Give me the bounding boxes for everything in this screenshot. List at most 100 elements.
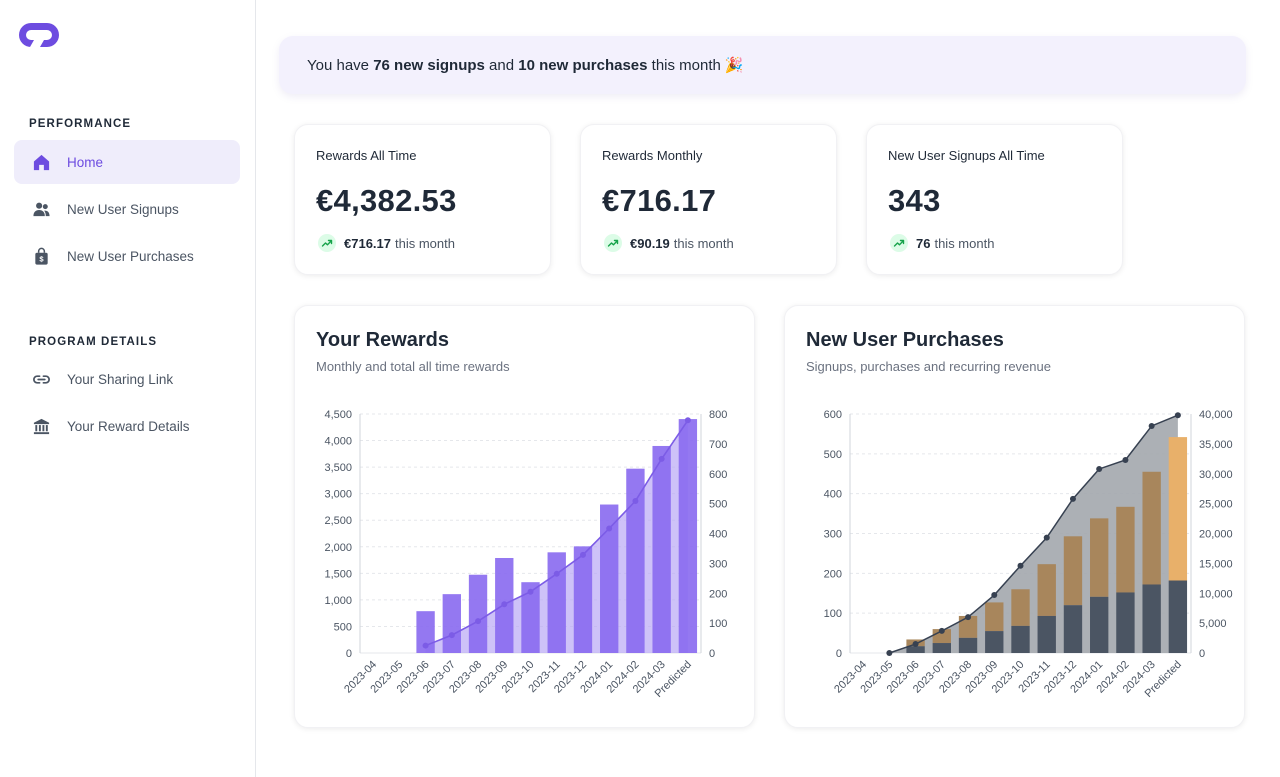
purchases-bar — [1063, 605, 1083, 653]
y-tick-label-left: 500 — [824, 449, 842, 461]
banner-signups: 76 new signups — [373, 56, 485, 74]
banner-prefix: You have — [307, 56, 374, 74]
monthly-reward-bar — [521, 582, 540, 653]
y-tick-label-left: 100 — [824, 608, 842, 620]
purchases-bar — [1168, 580, 1188, 653]
recurring-revenue-point — [938, 627, 945, 634]
total-rewards-point — [579, 551, 586, 558]
y-tick-label-right: 25,000 — [1199, 499, 1233, 511]
purchases-chart-card: New User Purchases Signups, purchases an… — [784, 305, 1245, 728]
sidebar-item-sharing-link[interactable]: Your Sharing Link — [14, 357, 240, 401]
trending-up-icon — [318, 234, 336, 252]
signups-bar — [1090, 518, 1109, 597]
sidebar-item-label: Home — [67, 154, 104, 170]
welcome-banner: You have 76 new signups and 10 new purch… — [279, 36, 1246, 94]
y-tick-label-left: 0 — [346, 648, 352, 660]
recurring-revenue-point — [1043, 534, 1050, 541]
rewards-chart-card: Your Rewards Monthly and total all time … — [294, 305, 755, 728]
y-tick-label-right: 700 — [709, 439, 727, 451]
recurring-revenue-point — [1096, 465, 1103, 472]
total-rewards-point — [501, 601, 508, 608]
home-icon — [31, 152, 51, 172]
purchases-bar — [1116, 592, 1135, 653]
purchases-bar — [906, 646, 925, 653]
chart-subtitle: Monthly and total all time rewards — [316, 359, 510, 374]
y-tick-label-right: 20,000 — [1199, 529, 1233, 541]
users-icon — [31, 199, 51, 219]
y-tick-label-right: 40,000 — [1199, 409, 1233, 421]
stat-value: 343 — [888, 183, 941, 218]
stat-delta-period: this month — [395, 235, 455, 251]
recurring-revenue-point — [1069, 495, 1076, 502]
sidebar-item-new-user-signups[interactable]: New User Signups — [14, 187, 240, 231]
bank-icon — [31, 416, 51, 436]
recurring-revenue-point — [1017, 562, 1024, 569]
sidebar-item-reward-details[interactable]: Your Reward Details — [14, 404, 240, 448]
y-tick-label-right: 500 — [709, 499, 727, 511]
recurring-revenue-area — [889, 415, 1178, 653]
recurring-revenue-point — [965, 614, 972, 621]
total-rewards-point — [527, 588, 534, 595]
y-tick-label-right: 35,000 — [1199, 439, 1233, 451]
stat-delta-period: this month — [934, 235, 995, 251]
chart-title: New User Purchases — [806, 329, 1004, 351]
purchases-bar — [1142, 584, 1161, 653]
section-title-performance: PERFORMANCE — [29, 118, 132, 130]
y-tick-label-right: 5,000 — [1199, 618, 1227, 630]
stat-card-rewards-all-time: Rewards All Time €4,382.53 €716.17 this … — [294, 124, 551, 275]
y-tick-label-left: 1,500 — [324, 568, 352, 580]
stat-delta: €90.19 this month — [604, 234, 734, 252]
y-tick-label-right: 300 — [709, 558, 727, 570]
app-logo[interactable] — [18, 20, 60, 50]
recurring-revenue-point — [991, 592, 998, 599]
y-tick-label-left: 2,000 — [324, 542, 352, 554]
y-tick-label-left: 600 — [824, 409, 842, 421]
signups-bar — [1168, 437, 1188, 581]
total-rewards-area — [425, 420, 688, 653]
total-rewards-point — [684, 417, 691, 424]
monthly-reward-bar — [678, 419, 698, 653]
link-icon — [31, 369, 51, 389]
monthly-reward-bar — [652, 445, 671, 653]
logo-icon — [19, 23, 59, 47]
stat-label: New User Signups All Time — [888, 148, 1045, 163]
trending-up-icon — [604, 234, 622, 252]
recurring-revenue-point — [1148, 422, 1155, 429]
y-tick-label-left: 400 — [824, 489, 842, 501]
sidebar-item-label: Your Reward Details — [67, 418, 190, 434]
monthly-reward-bar — [468, 574, 488, 653]
stat-delta: €716.17 this month — [318, 234, 455, 252]
section-title-program-details: PROGRAM DETAILS — [29, 336, 158, 348]
signups-bar — [1037, 564, 1056, 616]
y-tick-label-right: 600 — [709, 469, 727, 481]
sidebar-item-home[interactable]: Home — [14, 140, 240, 184]
y-tick-label-right: 10,000 — [1199, 588, 1233, 600]
banner-middle: and — [484, 56, 519, 74]
y-tick-label-right: 15,000 — [1199, 558, 1233, 570]
y-tick-label-right: 30,000 — [1199, 469, 1233, 481]
signups-bar — [958, 615, 978, 638]
total-rewards-point — [606, 525, 613, 532]
stat-delta-value: €716.17 — [344, 235, 391, 251]
y-tick-label-right: 800 — [709, 409, 727, 421]
y-tick-label-left: 500 — [334, 621, 352, 633]
y-tick-label-right: 200 — [709, 588, 727, 600]
total-rewards-point — [658, 455, 665, 462]
stat-delta-value: 76 — [916, 235, 931, 251]
purchases-bar — [958, 637, 978, 653]
stat-delta-period: this month — [673, 235, 734, 251]
stat-label: Rewards Monthly — [602, 148, 703, 163]
recurring-revenue-line — [889, 414, 1179, 654]
y-tick-label-right: 0 — [1199, 648, 1205, 660]
y-tick-label-left: 2,500 — [324, 515, 352, 527]
stat-card-new-user-signups: New User Signups All Time 343 76 this mo… — [866, 124, 1123, 275]
svg-text:$: $ — [39, 254, 44, 263]
sidebar-item-new-user-purchases[interactable]: $ New User Purchases — [14, 234, 240, 278]
purchases-bar — [1011, 625, 1030, 653]
total-rewards-point — [448, 632, 455, 639]
stat-value: €716.17 — [602, 183, 717, 218]
purchases-chart: 0 100 200 300 400 500 600 0 5,000 10,000 15,000 20,… — [824, 409, 1233, 700]
banner-suffix: this month — [647, 56, 721, 74]
y-tick-label-left: 4,500 — [324, 409, 352, 421]
monthly-reward-bar — [416, 611, 435, 653]
